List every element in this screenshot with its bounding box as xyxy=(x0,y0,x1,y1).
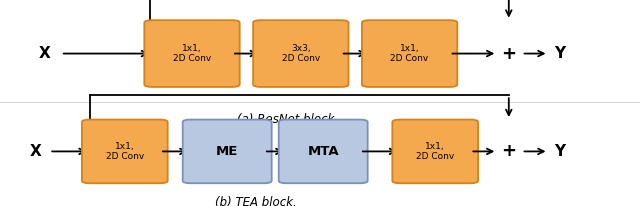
FancyBboxPatch shape xyxy=(392,119,478,183)
Text: Y: Y xyxy=(554,144,566,159)
Text: ME: ME xyxy=(216,145,238,158)
Text: 1x1,
2D Conv: 1x1, 2D Conv xyxy=(416,142,454,161)
Text: +: + xyxy=(501,142,516,160)
Text: 3x3,
2D Conv: 3x3, 2D Conv xyxy=(282,44,320,63)
Text: Y: Y xyxy=(554,46,566,61)
Text: X: X xyxy=(39,46,51,61)
FancyBboxPatch shape xyxy=(362,20,458,87)
Text: 1x1,
2D Conv: 1x1, 2D Conv xyxy=(173,44,211,63)
Text: 1x1,
2D Conv: 1x1, 2D Conv xyxy=(106,142,144,161)
Text: +: + xyxy=(501,44,516,63)
Text: MTA: MTA xyxy=(307,145,339,158)
FancyBboxPatch shape xyxy=(183,119,272,183)
Text: 1x1,
2D Conv: 1x1, 2D Conv xyxy=(390,44,429,63)
Text: (b) TEA block.: (b) TEA block. xyxy=(215,196,297,206)
FancyBboxPatch shape xyxy=(82,119,168,183)
FancyBboxPatch shape xyxy=(279,119,367,183)
FancyBboxPatch shape xyxy=(145,20,239,87)
Text: (a) ResNet block.: (a) ResNet block. xyxy=(237,113,339,126)
Text: X: X xyxy=(29,144,41,159)
FancyBboxPatch shape xyxy=(253,20,349,87)
